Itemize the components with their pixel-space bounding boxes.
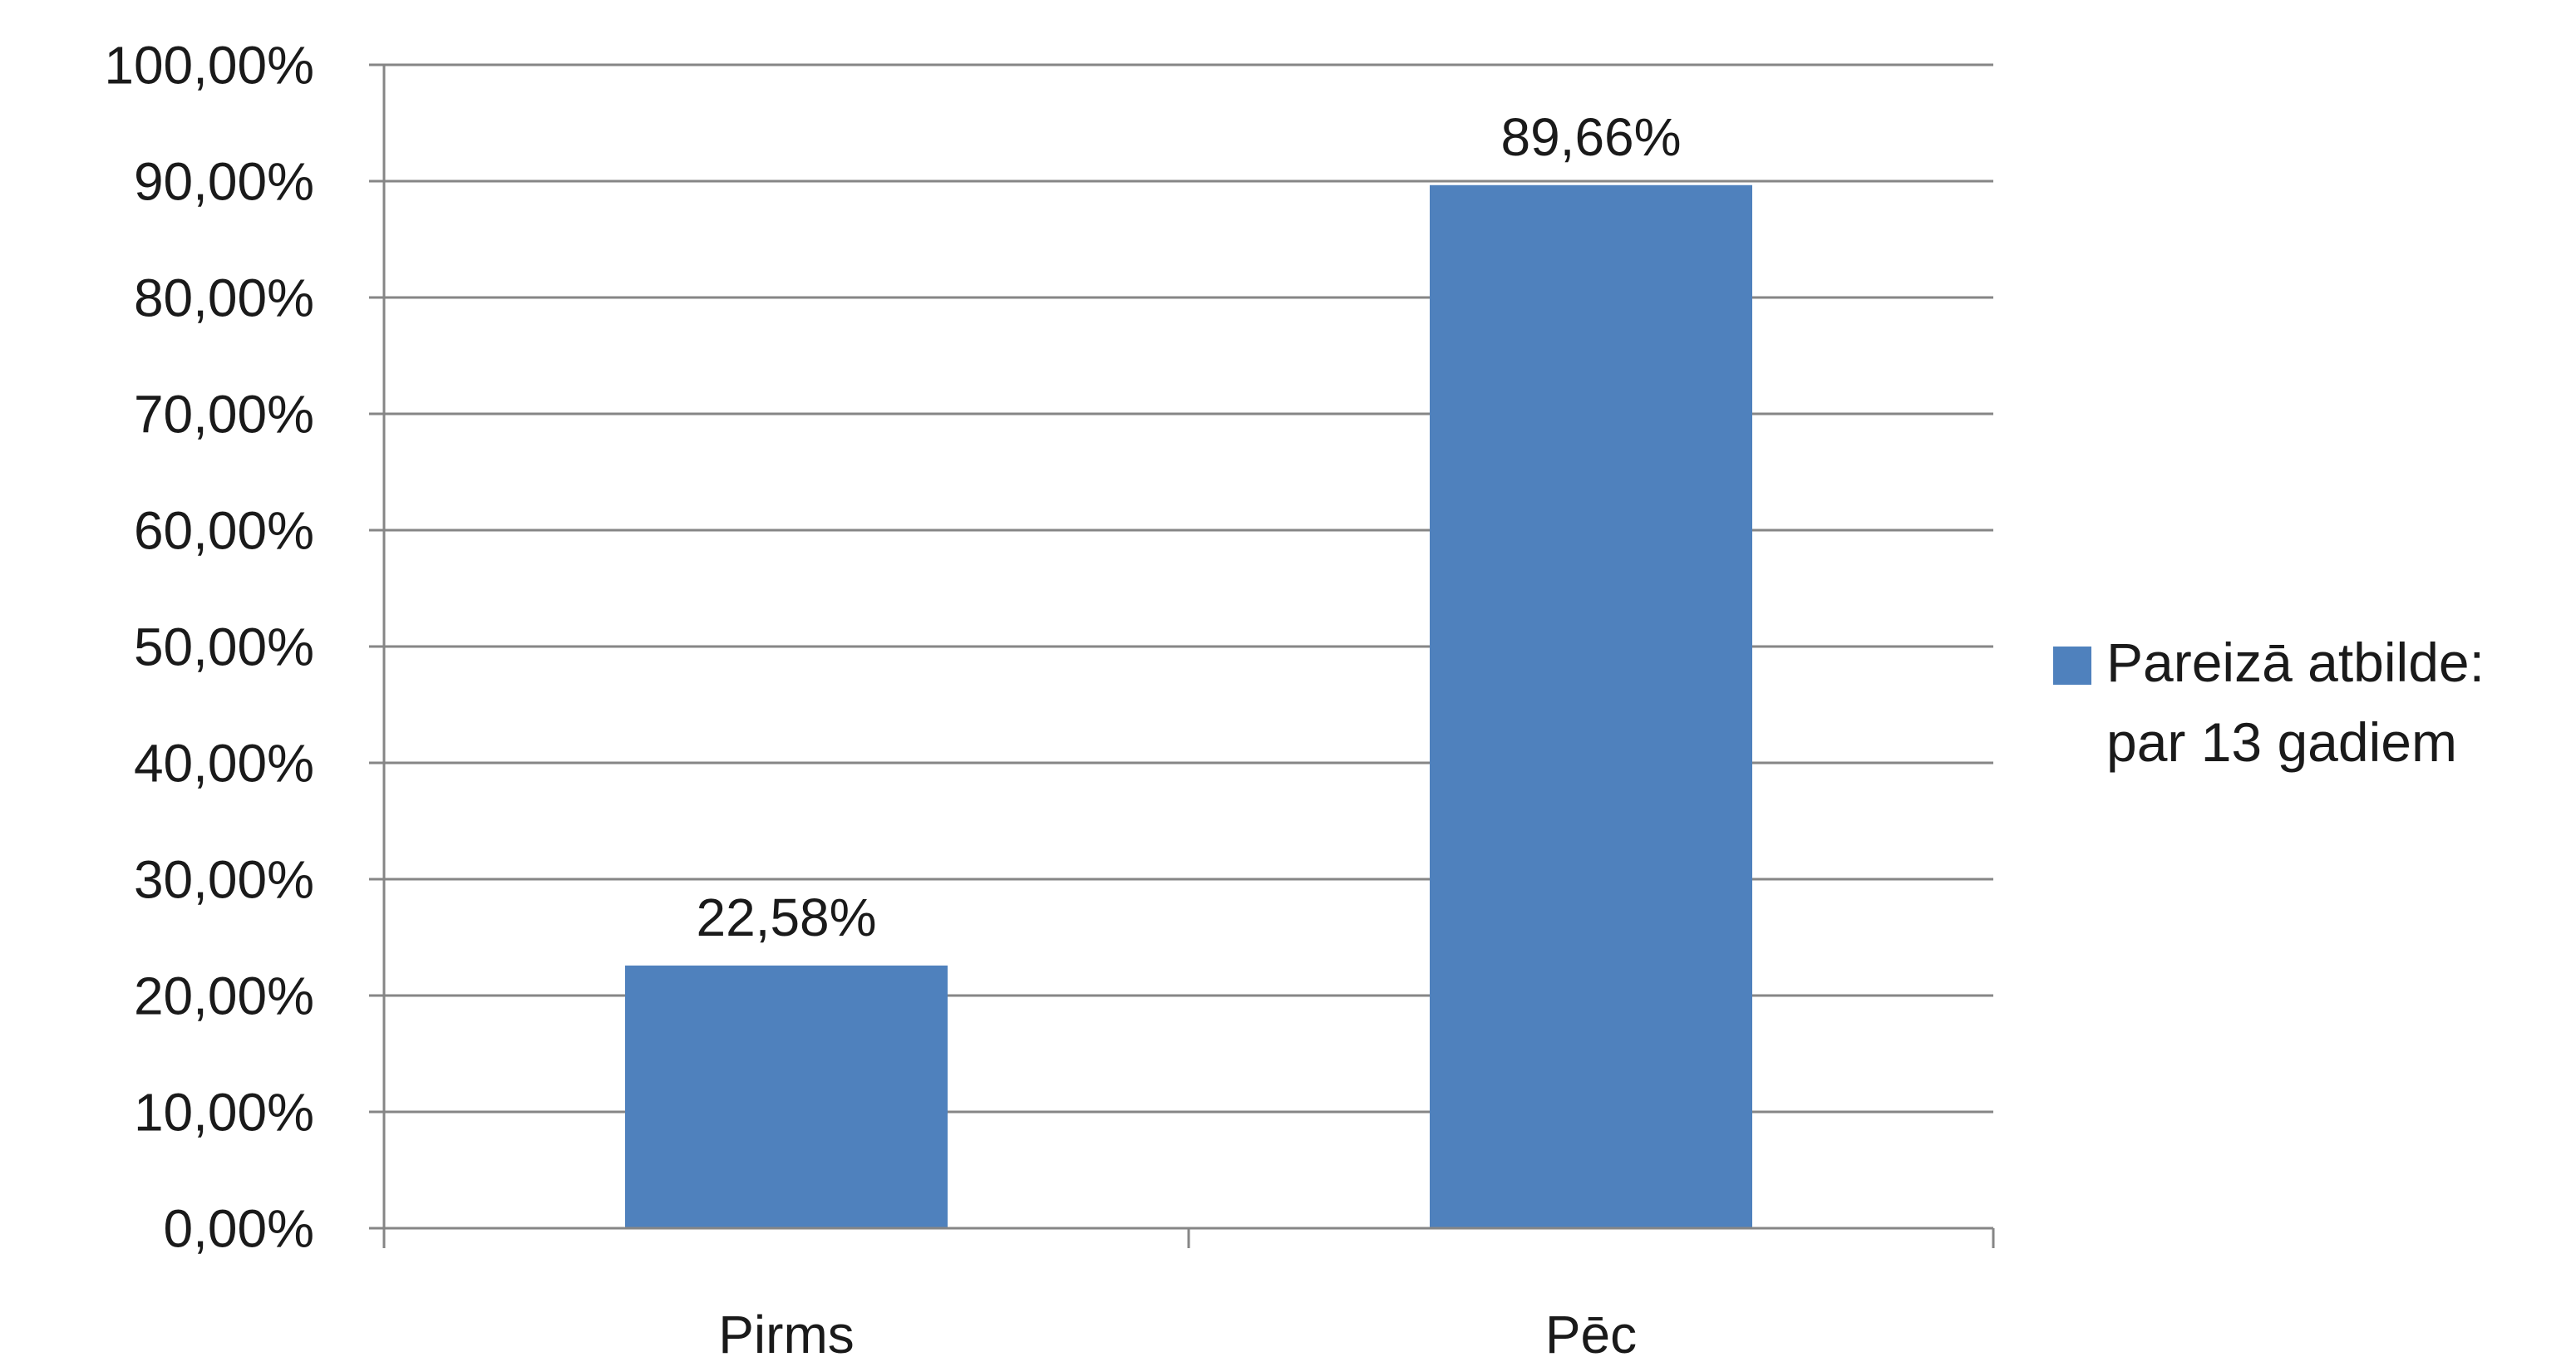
y-tick-label: 0,00% — [164, 1198, 314, 1258]
x-tick-label: Pirms — [718, 1305, 855, 1358]
y-tick-label: 100,00% — [104, 35, 314, 95]
y-tick-label: 20,00% — [134, 966, 314, 1025]
y-tick-label: 40,00% — [134, 733, 314, 793]
legend-label: Pareizā atbilde: par 13 gadiem — [2106, 632, 2485, 773]
legend-swatch — [2053, 647, 2091, 685]
y-tick-labels: 0,00% 10,00% 20,00% 30,00% 40,00% 50,00% 60,00… — [104, 35, 314, 1258]
y-tick-label: 80,00% — [134, 268, 314, 327]
y-tick-label: 50,00% — [134, 617, 314, 676]
y-tick-label: 70,00% — [134, 384, 314, 444]
y-tick-label: 60,00% — [134, 500, 314, 560]
axes — [369, 63, 1995, 1248]
bar — [1430, 184, 1752, 1228]
x-tick-labels: Pirms Pēc — [718, 1305, 1637, 1362]
data-label: 22,58% — [696, 888, 876, 947]
legend: Pareizā atbilde: par 13 gadiem — [2053, 632, 2485, 773]
bars — [625, 184, 1752, 1228]
y-tick-label: 30,00% — [134, 849, 314, 909]
y-tick-label: 10,00% — [134, 1082, 314, 1142]
bar — [625, 965, 948, 1228]
data-labels: 22,58% 89,66% — [696, 107, 1681, 947]
x-tick-label: Pēc — [1545, 1305, 1637, 1358]
y-tick-label: 90,00% — [134, 151, 314, 211]
data-label: 89,66% — [1500, 107, 1681, 167]
